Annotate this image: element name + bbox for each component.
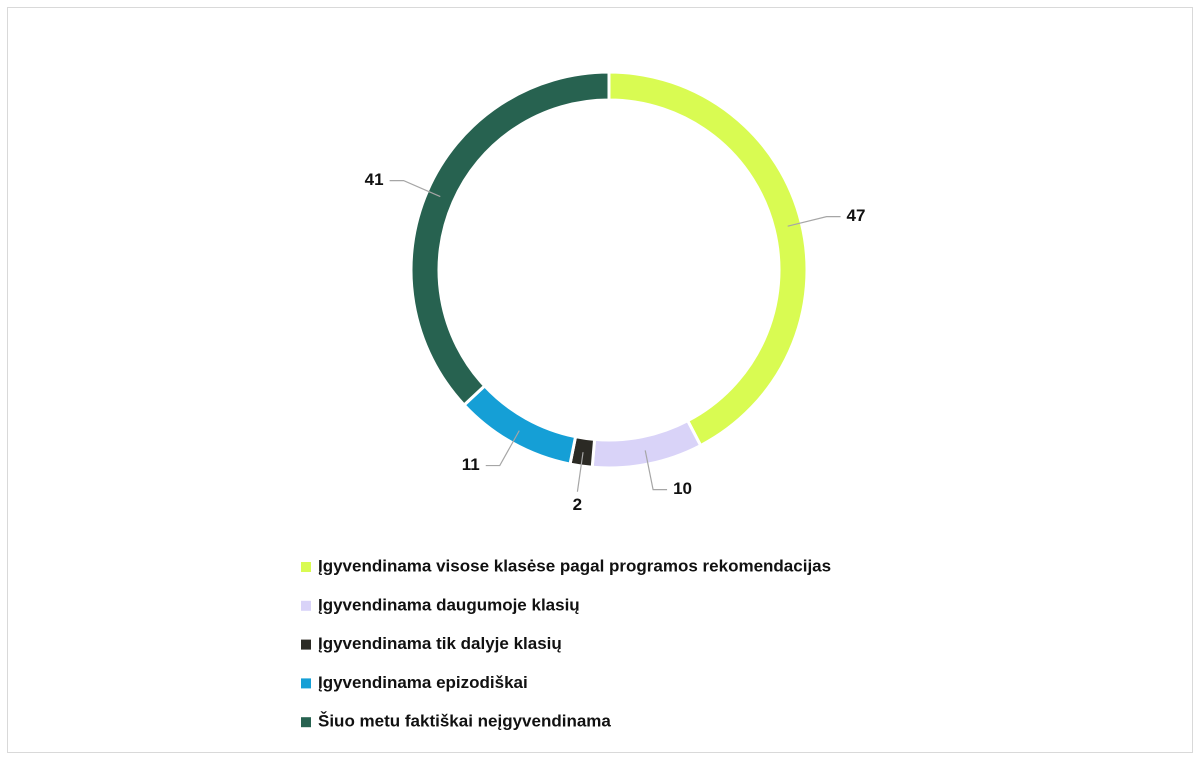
legend-label: Įgyvendinama visose klasėse pagal progra…: [318, 556, 831, 575]
data-label: 47: [847, 206, 866, 225]
legend-swatch: [301, 717, 311, 728]
leader-line: [644, 450, 668, 491]
leader-line: [576, 452, 584, 492]
leader-line: [787, 216, 841, 227]
legend-swatch: [301, 639, 311, 650]
legend-label: Įgyvendinama tik dalyje klasių: [318, 634, 562, 653]
legend-label: Šiuo metu faktiškai neįgyvendinama: [318, 712, 611, 731]
leader-line: [389, 180, 441, 198]
data-label: 41: [365, 170, 384, 189]
legend-label: Įgyvendinama epizodiškai: [318, 673, 528, 692]
chart-frame: [7, 7, 1193, 753]
legend-swatch: [301, 600, 311, 611]
donut-slice: [409, 70, 611, 408]
legend-swatch: [301, 678, 311, 689]
data-label: 2: [573, 495, 582, 514]
data-label: 10: [673, 479, 692, 498]
legend-label: Įgyvendinama daugumoje klasių: [318, 595, 580, 614]
leader-line: [485, 430, 520, 467]
legend-swatch: [301, 562, 311, 572]
data-label: 11: [462, 455, 480, 474]
